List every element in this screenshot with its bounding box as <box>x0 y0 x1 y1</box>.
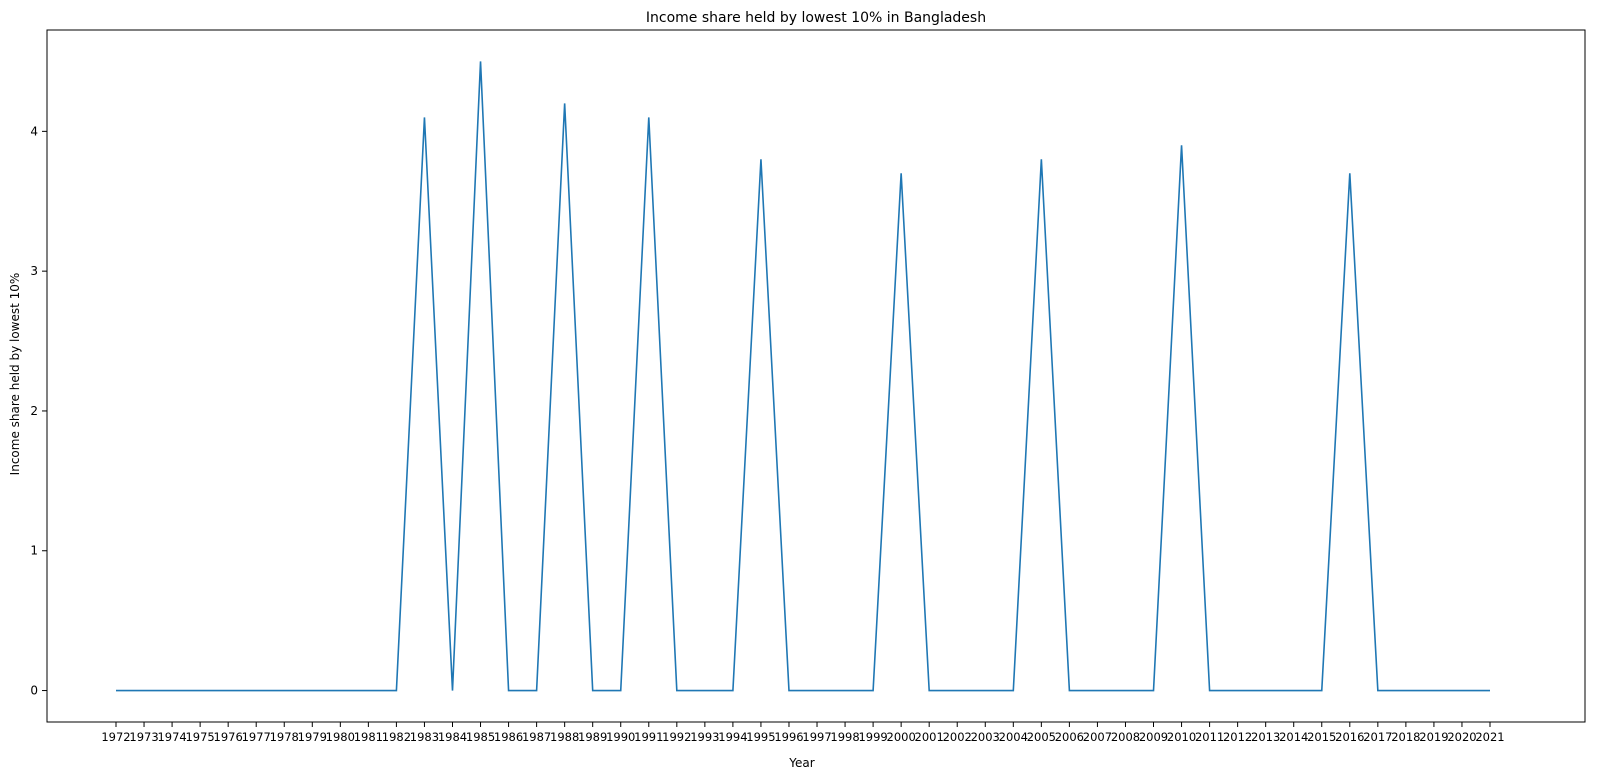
x-tick-label: 1981 <box>354 730 383 744</box>
x-tick-label: 1984 <box>438 730 467 744</box>
x-tick-label: 2009 <box>1139 730 1168 744</box>
x-tick-label: 1995 <box>746 730 775 744</box>
series-layer <box>116 61 1490 692</box>
x-tick-label: 1972 <box>101 730 130 744</box>
x-tick-label: 1974 <box>157 730 186 744</box>
x-tick-label: 2016 <box>1335 730 1364 744</box>
y-tick-label: 4 <box>30 124 38 138</box>
x-tick-label: 2014 <box>1279 730 1308 744</box>
x-tick-label: 2004 <box>999 730 1028 744</box>
x-tick-label: 1982 <box>382 730 411 744</box>
y-axis: 0 1 2 3 4 <box>30 124 47 698</box>
x-tick-label: 2015 <box>1307 730 1336 744</box>
plot-area <box>46 29 1586 723</box>
x-tick-label: 2019 <box>1419 730 1448 744</box>
x-tick-label: 2008 <box>1111 730 1140 744</box>
x-axis-label: Year <box>788 756 814 770</box>
x-tick-label: 1998 <box>830 730 859 744</box>
x-tick-label: 2017 <box>1363 730 1392 744</box>
x-tick-label: 1990 <box>606 730 635 744</box>
x-tick-label: 2002 <box>943 730 972 744</box>
x-tick-label: 1994 <box>718 730 747 744</box>
x-tick-label: 2003 <box>971 730 1000 744</box>
y-tick-label: 0 <box>30 684 38 698</box>
x-axis: 1972197319741975197619771978197919801981… <box>101 722 1505 744</box>
x-tick-label: 2005 <box>1027 730 1056 744</box>
x-tick-label: 1993 <box>690 730 719 744</box>
x-tick-label: 1987 <box>522 730 551 744</box>
x-tick-label: 2018 <box>1391 730 1420 744</box>
chart-title: Income share held by lowest 10% in Bangl… <box>646 10 986 26</box>
y-tick-label: 1 <box>30 544 38 558</box>
x-tick-label: 2007 <box>1083 730 1112 744</box>
x-tick-label: 2021 <box>1475 730 1504 744</box>
x-tick-label: 1976 <box>214 730 243 744</box>
x-tick-label: 1988 <box>550 730 579 744</box>
x-tick-label: 1997 <box>802 730 831 744</box>
x-tick-label: 1986 <box>494 730 523 744</box>
x-tick-label: 2001 <box>915 730 944 744</box>
x-tick-label: 2020 <box>1447 730 1476 744</box>
x-tick-label: 2000 <box>887 730 916 744</box>
x-tick-label: 1983 <box>410 730 439 744</box>
x-tick-label: 2006 <box>1055 730 1084 744</box>
x-tick-label: 1979 <box>298 730 327 744</box>
x-tick-label: 1989 <box>578 730 607 744</box>
y-tick-label: 2 <box>30 404 38 418</box>
x-tick-label: 1977 <box>242 730 271 744</box>
y-tick-label: 3 <box>30 264 38 278</box>
x-tick-label: 1992 <box>662 730 691 744</box>
x-tick-label: 1975 <box>185 730 214 744</box>
series-line-0 <box>116 61 1490 692</box>
x-tick-label: 1980 <box>326 730 355 744</box>
x-tick-label: 2011 <box>1195 730 1224 744</box>
x-tick-label: 1991 <box>634 730 663 744</box>
x-tick-label: 1978 <box>270 730 299 744</box>
x-tick-label: 1985 <box>466 730 495 744</box>
x-tick-label: 1999 <box>858 730 887 744</box>
y-axis-label: Income share held by lowest 10% <box>8 273 22 476</box>
x-tick-label: 1996 <box>774 730 803 744</box>
x-tick-label: 1973 <box>129 730 158 744</box>
x-tick-label: 2010 <box>1167 730 1196 744</box>
x-tick-label: 2012 <box>1223 730 1252 744</box>
x-tick-label: 2013 <box>1251 730 1280 744</box>
